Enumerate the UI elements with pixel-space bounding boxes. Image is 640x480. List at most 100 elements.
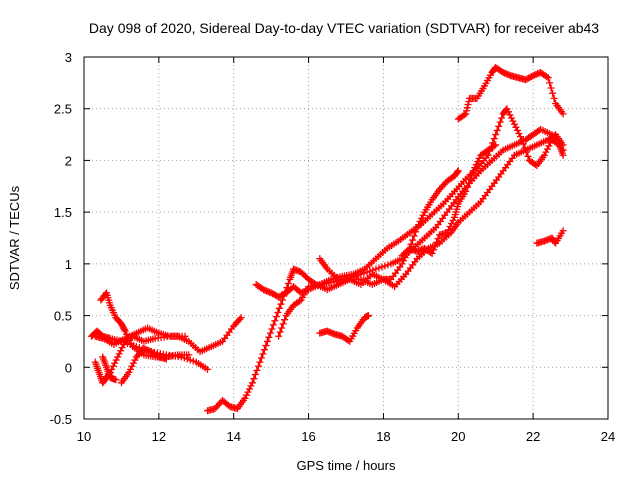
data-point-marker <box>504 108 512 116</box>
data-point-marker <box>443 229 451 237</box>
data-point-marker <box>180 354 188 362</box>
data-point-marker <box>212 403 220 411</box>
data-point-marker <box>275 332 283 340</box>
data-point-marker <box>267 289 275 297</box>
data-point-marker <box>454 168 462 176</box>
data-point-marker <box>474 157 482 165</box>
y-tick-label: 1 <box>65 257 72 272</box>
data-point-marker <box>296 297 304 305</box>
data-point-marker <box>449 216 457 224</box>
data-point-marker <box>550 94 558 102</box>
data-point-marker <box>185 351 193 359</box>
x-tick-label: 24 <box>601 429 615 444</box>
data-point-marker <box>271 317 279 325</box>
data-point-marker <box>372 265 380 273</box>
x-tick-labels: 10 12 14 16 18 20 22 24 <box>77 429 615 444</box>
data-point-marker <box>344 336 352 344</box>
data-point-marker <box>112 356 120 364</box>
data-point-marker <box>257 354 265 362</box>
series-s7 <box>204 167 462 415</box>
data-point-marker <box>274 308 282 316</box>
data-point-marker <box>123 330 131 338</box>
data-point-marker <box>559 141 567 149</box>
data-point-marker <box>351 272 359 280</box>
data-point-marker <box>433 238 441 246</box>
data-point-marker <box>241 394 249 402</box>
data-point-marker <box>544 74 552 82</box>
data-point-marker <box>224 401 232 409</box>
data-point-marker <box>278 291 286 299</box>
x-tick-label: 16 <box>301 429 315 444</box>
data-point-marker <box>522 76 530 84</box>
data-point-marker <box>153 352 161 360</box>
y-tick-label: 3 <box>65 50 72 65</box>
data-point-marker <box>177 353 185 361</box>
data-point-marker <box>265 333 273 341</box>
data-point-marker <box>510 120 518 128</box>
series-s13 <box>316 312 372 345</box>
data-point-marker <box>490 135 498 143</box>
data-point-marker <box>463 183 471 191</box>
data-point-marker <box>270 290 278 298</box>
data-point-marker <box>495 122 503 130</box>
data-point-marker <box>419 211 427 219</box>
data-point-marker <box>126 341 134 349</box>
data-point-marker <box>512 123 520 131</box>
data-point-marker <box>496 118 504 126</box>
data-point-marker <box>540 151 548 159</box>
series-s12 <box>454 63 567 123</box>
data-point-marker <box>245 385 253 393</box>
data-point-marker <box>559 110 567 118</box>
data-point-marker <box>409 236 417 244</box>
data-point-marker <box>498 67 506 75</box>
data-point-marker <box>354 271 362 279</box>
data-point-marker <box>493 126 501 134</box>
data-point-marker <box>549 89 557 97</box>
data-point-marker <box>260 346 268 354</box>
data-point-marker <box>248 379 256 387</box>
y-tick-label: 0.5 <box>54 309 72 324</box>
data-point-marker <box>363 268 371 276</box>
data-point-marker <box>276 292 284 300</box>
data-point-marker <box>118 344 126 352</box>
x-tick-label: 22 <box>526 429 540 444</box>
series-s6 <box>117 345 170 387</box>
data-point-marker <box>262 342 270 350</box>
data-point-marker <box>468 171 476 179</box>
data-point-marker <box>410 232 418 240</box>
data-point-marker <box>278 296 286 304</box>
data-point-marker <box>247 382 255 390</box>
data-point-marker <box>114 353 122 361</box>
data-point-marker <box>463 107 471 115</box>
data-point-marker <box>465 179 473 187</box>
data-point-marker <box>251 371 259 379</box>
data-point-marker <box>134 351 142 359</box>
data-point-marker <box>462 187 470 195</box>
data-point-marker <box>434 235 442 243</box>
data-point-marker <box>256 358 264 366</box>
data-point-marker <box>418 214 426 222</box>
data-point-marker <box>129 359 137 367</box>
data-point-marker <box>189 357 197 365</box>
x-tick-label: 12 <box>152 429 166 444</box>
data-point-marker <box>278 324 286 332</box>
data-point-marker <box>276 328 284 336</box>
data-point-marker <box>440 180 448 188</box>
data-point-marker <box>263 337 271 345</box>
data-point-marker <box>244 388 252 396</box>
data-point-marker <box>364 312 372 320</box>
data-point-marker <box>498 114 506 122</box>
chart-title: Day 098 of 2020, Sidereal Day-to-day VTE… <box>89 20 599 36</box>
data-point-marker <box>117 347 125 355</box>
data-point-marker <box>492 141 500 149</box>
data-point-marker <box>230 322 238 330</box>
y-tick-labels: -0.5 0 0.5 1 1.5 2 2.5 3 <box>50 50 72 427</box>
y-tick-label: 2.5 <box>54 102 72 117</box>
data-point-marker <box>430 246 438 254</box>
data-point-marker <box>132 353 140 361</box>
data-point-marker <box>132 343 140 351</box>
data-point-marker <box>258 285 266 293</box>
data-point-marker <box>525 74 533 82</box>
data-point-marker <box>279 290 287 298</box>
data-point-marker <box>284 280 292 288</box>
